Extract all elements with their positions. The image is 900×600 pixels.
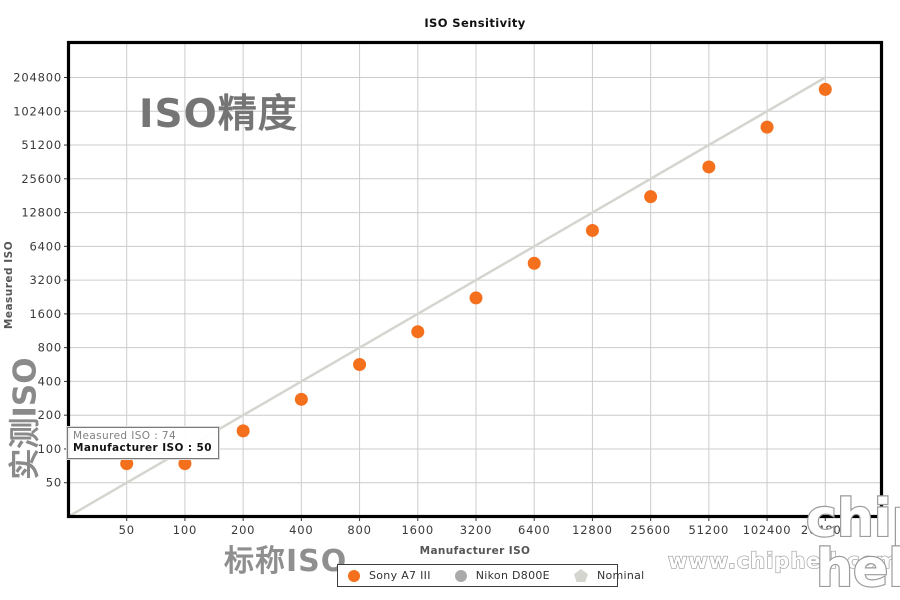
data-point-sony-a7-iii[interactable] <box>644 190 658 204</box>
x-tick-label: 6400 <box>518 523 550 537</box>
plot-border <box>66 40 884 519</box>
tooltip-manufacturer-value: Manufacturer ISO : 50 <box>73 442 212 454</box>
watermark-nominal-iso-cn: 标称ISO <box>224 544 348 579</box>
y-tick-label: 51200 <box>21 138 62 152</box>
x-tick-label: 50 <box>119 523 135 537</box>
tooltip-measured-value: Measured ISO : 74 <box>73 430 177 442</box>
nikon-series-marker-icon <box>454 569 467 582</box>
y-tick-label: 200 <box>38 408 62 422</box>
data-point-sony-a7-iii[interactable] <box>353 358 367 372</box>
x-tick-label: 100 <box>173 523 197 537</box>
x-tick-label: 400 <box>289 523 313 537</box>
data-point-sony-a7-iii[interactable] <box>236 424 250 438</box>
data-point-sony-a7-iii[interactable] <box>294 392 308 406</box>
watermark-measured-iso-cn: 实测ISO <box>7 357 44 480</box>
logo-text-chip: chip <box>806 489 900 549</box>
data-point-sony-a7-iii[interactable] <box>527 256 541 270</box>
nominal-series-marker-icon <box>573 569 588 582</box>
y-tick-label: 204800 <box>13 70 62 84</box>
logo-text-hell: hell <box>816 539 900 599</box>
data-point-sony-a7-iii[interactable] <box>120 457 134 471</box>
legend-item-nikon-d800e[interactable]: Nikon D800E <box>454 569 550 582</box>
legend-label: Nominal <box>596 569 645 582</box>
x-axis-label: Manufacturer ISO <box>419 545 531 557</box>
chiphell-watermark: www.chiphell.com chip hell <box>667 488 900 600</box>
x-tick-label: 102400 <box>743 523 792 537</box>
data-point-sony-a7-iii[interactable] <box>585 223 599 237</box>
data-point-sony-a7-iii[interactable] <box>702 160 716 174</box>
watermark-iso-accuracy: ISO精度 <box>139 92 298 137</box>
y-tick-label: 25600 <box>21 172 62 186</box>
legend-label: Sony A7 III <box>369 569 431 582</box>
x-tick-label: 204800 <box>801 523 850 537</box>
y-tick-label: 1600 <box>30 307 62 321</box>
data-point-sony-a7-iii[interactable] <box>469 291 483 305</box>
x-tick-label: 3200 <box>460 523 492 537</box>
legend-item-sony-a7-iii[interactable]: Sony A7 III <box>348 569 431 582</box>
y-tick-label: 100 <box>38 442 62 456</box>
sony-series-marker-icon <box>348 569 360 582</box>
y-axis-label: Measured ISO <box>3 240 15 330</box>
x-tick-label: 12800 <box>572 523 613 537</box>
x-tick-label: 1600 <box>402 523 434 537</box>
x-tick-label: 51200 <box>689 523 730 537</box>
site-url-watermark: www.chiphell.com <box>668 549 899 573</box>
y-tick-label: 800 <box>38 341 62 355</box>
x-tick-label: 25600 <box>630 523 671 537</box>
y-tick-label: 400 <box>38 374 62 388</box>
y-tick-label: 3200 <box>30 273 62 287</box>
legend-item-nominal[interactable]: Nominal <box>573 569 645 582</box>
y-tick-label: 102400 <box>13 104 62 118</box>
y-tick-label: 50 <box>46 476 62 490</box>
x-tick-label: 200 <box>231 523 255 537</box>
data-point-sony-a7-iii[interactable] <box>760 120 774 134</box>
y-tick-label: 6400 <box>30 239 62 253</box>
y-tick-label: 12800 <box>21 206 62 220</box>
tooltip: Measured ISO : 74 Manufacturer ISO : 50 <box>66 426 220 460</box>
legend: Sony A7 III Nikon D800E Nominal <box>337 564 644 587</box>
x-tick-label: 800 <box>347 523 371 537</box>
data-point-sony-a7-iii[interactable] <box>178 457 192 471</box>
data-point-sony-a7-iii[interactable] <box>411 325 425 339</box>
chart-title: ISO Sensitivity <box>424 16 526 30</box>
data-point-sony-a7-iii[interactable] <box>818 82 832 96</box>
legend-label: Nikon D800E <box>475 569 550 582</box>
